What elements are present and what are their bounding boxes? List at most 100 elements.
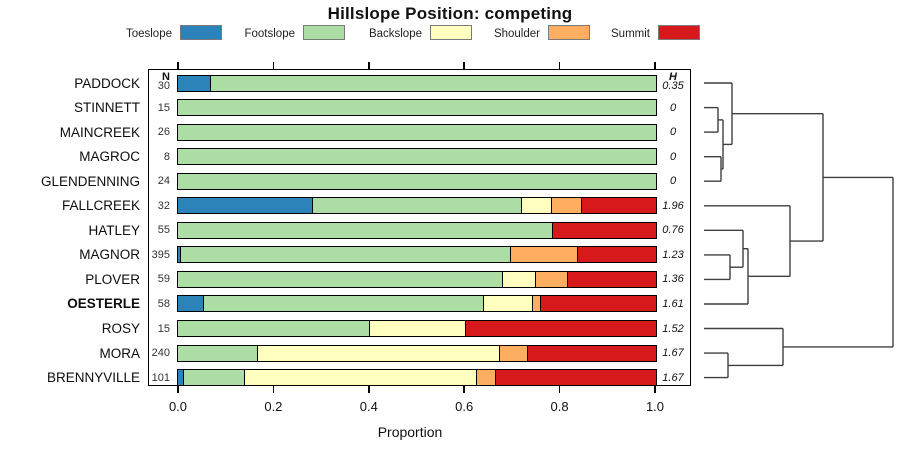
x-tick-bottom [463, 386, 465, 393]
x-tick-label: 0.2 [264, 399, 283, 414]
n-value: 15 [157, 101, 170, 114]
legend-label-footslope: Footslope [244, 28, 295, 40]
h-value: 0 [669, 175, 677, 188]
bar-segment-summit [494, 370, 656, 386]
bar-segment-footslope [178, 271, 503, 287]
x-tick-top [368, 62, 370, 69]
row-label-hatley: HATLEY [88, 222, 140, 238]
bar-segment-shoulder [499, 345, 527, 361]
x-tick-top [558, 62, 561, 69]
row-label-paddock: PADDOCK [74, 75, 140, 91]
h-value: 1.36 [662, 273, 684, 286]
n-value: 32 [157, 199, 170, 212]
x-tick-top [463, 62, 465, 69]
h-value: 1.61 [662, 297, 684, 310]
bar-segment-shoulder [510, 247, 577, 263]
bar-segment-footslope [180, 247, 511, 263]
bar-segment-backslope [502, 271, 535, 287]
legend-label-backslope: Backslope [368, 28, 422, 40]
row-label-maincreek: MAINCREEK [59, 124, 140, 140]
bar-segment-summit [526, 345, 656, 361]
n-value: 59 [157, 273, 170, 286]
bar-segment-footslope [178, 321, 370, 336]
row-label-fallcreek: FALLCREEK [61, 198, 140, 214]
bar-segment-summit [581, 198, 656, 214]
bar-segment-summit [551, 222, 656, 238]
bar-segment-toeslope [178, 75, 211, 91]
bar-segment-footslope [178, 345, 257, 361]
n-value: 58 [157, 297, 170, 310]
row-label-rosy: ROSY [101, 321, 140, 336]
n-value: 101 [151, 371, 170, 384]
h-value: 0 [669, 101, 677, 114]
x-axis-title: Proportion [377, 424, 443, 440]
n-column-header: N [162, 71, 170, 83]
bar-segment-footslope [202, 296, 483, 312]
h-value: 1.67 [662, 371, 684, 384]
n-value: 395 [151, 248, 170, 261]
legend-swatch-toeslope [180, 25, 222, 40]
bar-segment-footslope [178, 173, 656, 189]
stacked-bar-paddock [177, 74, 657, 92]
x-tick-top [654, 62, 656, 69]
n-value: 30 [157, 80, 170, 92]
row-label-glendenning: GLENDENNING [40, 173, 140, 189]
bar-segment-backslope [244, 370, 477, 386]
row-label-magnor: MAGNOR [79, 247, 140, 263]
n-value: 26 [157, 126, 170, 139]
legend-swatch-footslope [303, 25, 345, 40]
bar-segment-shoulder [476, 370, 495, 386]
row-label-mora: MORA [99, 345, 141, 361]
n-value: 8 [163, 150, 170, 163]
x-tick-label: 1.0 [645, 399, 665, 414]
row-label-magroc: MAGROC [79, 149, 140, 165]
legend-swatch-summit [658, 25, 700, 40]
h-value: 1.23 [662, 248, 684, 261]
h-value: 0 [669, 126, 677, 139]
stacked-bar-hatley [177, 221, 657, 239]
stacked-bar-stinnett [177, 99, 657, 117]
legend-label-shoulder: Shoulder [493, 28, 540, 40]
bar-segment-toeslope [178, 296, 203, 312]
row-label-stinnett: STINNETT [74, 100, 140, 116]
n-value: 15 [157, 322, 170, 335]
bar-segment-backslope [369, 321, 465, 336]
bar-segment-toeslope [178, 247, 181, 263]
stacked-bar-magnor [177, 246, 657, 264]
stacked-bar-fallcreek [177, 197, 657, 215]
x-tick-label: 0.4 [359, 399, 378, 414]
chart-title: Hillslope Position: competing [327, 4, 573, 23]
h-value: 1.52 [662, 322, 684, 335]
stacked-bar-plover [177, 270, 657, 288]
bar-segment-footslope [182, 370, 245, 386]
x-tick-bottom [654, 386, 656, 393]
stacked-bar-magroc [177, 148, 657, 166]
bar-segment-shoulder [551, 198, 582, 214]
bar-segment-shoulder [532, 296, 541, 312]
row-label-plover: PLOVER [85, 271, 140, 287]
stacked-bar-glendenning [177, 172, 657, 190]
x-tick-top [272, 62, 275, 69]
bar-segment-footslope [312, 198, 522, 214]
row-label-oesterle: OESTERLE [67, 296, 140, 312]
stacked-bar-oesterle [177, 295, 657, 313]
bar-segment-summit [576, 247, 656, 263]
bar-segment-summit [540, 296, 656, 312]
h-value: 0 [669, 150, 677, 163]
legend-swatch-backslope [430, 25, 472, 40]
n-value: 240 [151, 347, 170, 360]
x-tick-label: 0.6 [455, 399, 474, 414]
legend-swatch-shoulder [548, 25, 590, 40]
n-value: 24 [157, 175, 170, 188]
h-value: 0.76 [662, 224, 684, 237]
h-value: 1.96 [662, 199, 684, 212]
bar-segment-footslope [178, 149, 656, 165]
x-tick-bottom [558, 386, 561, 393]
h-column-header: H [669, 71, 677, 83]
x-tick-label: 0.0 [168, 399, 188, 414]
h-value: 1.67 [662, 347, 684, 360]
x-tick-bottom [368, 386, 370, 393]
bar-segment-backslope [482, 296, 533, 312]
stacked-bar-brennyville [177, 369, 657, 387]
bar-segment-footslope [210, 75, 656, 91]
